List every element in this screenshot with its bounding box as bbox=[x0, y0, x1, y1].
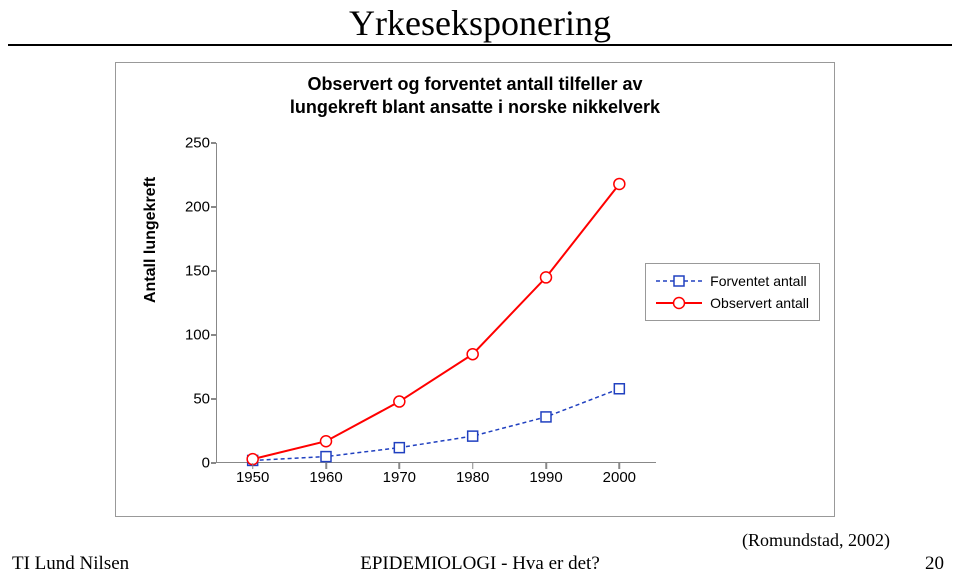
subtitle-line1: Observert og forventet antall tilfeller … bbox=[307, 74, 642, 94]
legend: Forventet antall Observert antall bbox=[645, 263, 820, 321]
y-tick-label: 250 bbox=[170, 135, 210, 152]
page-title: Yrkeseksponering bbox=[0, 2, 960, 44]
subtitle-line2: lungekreft blant ansatte i norske nikkel… bbox=[290, 97, 660, 117]
legend-item-forventet: Forventet antall bbox=[656, 270, 809, 292]
y-tick-label: 150 bbox=[170, 263, 210, 280]
legend-label-observert: Observert antall bbox=[710, 295, 809, 311]
x-tick-label: 1960 bbox=[296, 469, 356, 486]
legend-item-observert: Observert antall bbox=[656, 292, 809, 314]
citation: (Romundstad, 2002) bbox=[742, 530, 890, 551]
y-tick-label: 50 bbox=[170, 391, 210, 408]
y-tick-label: 200 bbox=[170, 199, 210, 216]
footer-page-number: 20 bbox=[925, 553, 944, 575]
footer-title: EPIDEMIOLOGI - Hva er det? bbox=[360, 553, 600, 575]
footer-author: TI Lund Nilsen bbox=[12, 553, 129, 575]
chart-container: Observert og forventet antall tilfeller … bbox=[115, 62, 835, 517]
legend-label-forventet: Forventet antall bbox=[710, 273, 807, 289]
y-axis-label: Antall lungekreft bbox=[142, 177, 160, 303]
x-tick-label: 1950 bbox=[223, 469, 283, 486]
x-tick-label: 1970 bbox=[369, 469, 429, 486]
y-tick-label: 100 bbox=[170, 327, 210, 344]
x-tick-label: 2000 bbox=[589, 469, 649, 486]
x-tick-label: 1990 bbox=[516, 469, 576, 486]
plot-area: 050100150200250 195019601970198019902000 bbox=[216, 143, 656, 463]
chart-subtitle: Observert og forventet antall tilfeller … bbox=[116, 73, 834, 118]
y-tick-label: 0 bbox=[170, 455, 210, 472]
x-tick-label: 1980 bbox=[443, 469, 503, 486]
title-divider bbox=[8, 44, 952, 46]
